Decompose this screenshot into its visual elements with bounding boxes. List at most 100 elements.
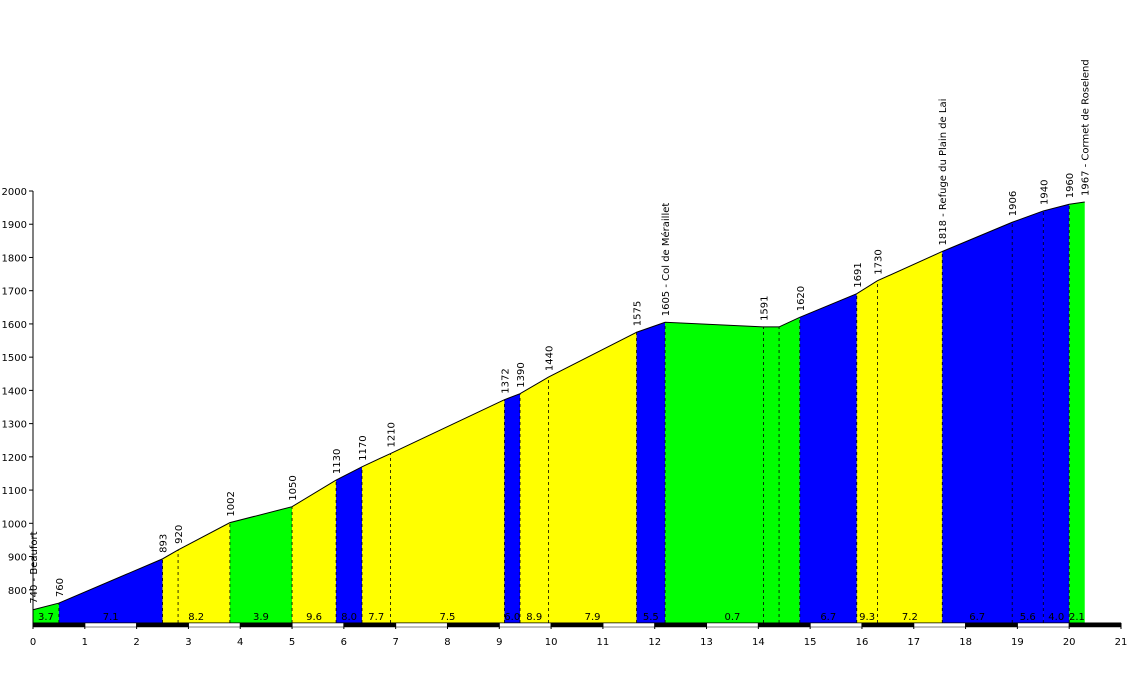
km-bar-5 xyxy=(291,622,345,628)
segment-fill-1 xyxy=(58,558,163,623)
km-bar-18 xyxy=(965,622,1018,628)
y-tick-label: 1700 xyxy=(2,287,27,298)
km-bar-19 xyxy=(1017,622,1070,628)
km-bar-16 xyxy=(861,622,915,628)
segment-fill-11 xyxy=(636,322,666,623)
gradient-label-19: 2.1 xyxy=(1069,612,1085,623)
y-tick-label: 1200 xyxy=(2,453,27,464)
segment-fill-3 xyxy=(229,506,293,623)
y-tick-label: 1000 xyxy=(2,519,27,530)
km-bar-11 xyxy=(602,622,655,628)
point-label-5: 1050 xyxy=(288,475,299,500)
km-bar-14 xyxy=(758,622,811,628)
km-bar-1 xyxy=(84,622,137,628)
x-tick-label: 0 xyxy=(30,637,36,648)
gradient-label-12: 0.7 xyxy=(724,612,740,623)
x-tick-label: 10 xyxy=(545,637,558,648)
segment-fill-13 xyxy=(799,293,857,623)
point-label-21: 1940 xyxy=(1039,179,1050,204)
point-label-19: 1818 - Refuge du Plain de Lai xyxy=(938,99,949,246)
km-bar-2 xyxy=(136,622,189,628)
km-bar-3 xyxy=(188,622,241,628)
point-label-3: 920 xyxy=(174,525,185,544)
x-tick-label: 6 xyxy=(341,637,347,648)
km-bar-13 xyxy=(706,622,759,628)
point-labels: 740 - Beaufort 760 893 920 1002 1050 1130 1170 1… xyxy=(29,59,1092,603)
km-bar-8 xyxy=(447,622,500,628)
point-label-10: 1390 xyxy=(516,362,527,387)
gradient-label-3: 3.9 xyxy=(253,612,269,623)
point-label-12: 1575 xyxy=(633,301,644,326)
segment-fill-4 xyxy=(292,480,337,623)
point-label-22: 1960 xyxy=(1065,173,1076,198)
gradient-label-4: 9.6 xyxy=(306,612,322,623)
x-tick-label: 12 xyxy=(648,637,661,648)
point-label-20: 1906 xyxy=(1008,191,1019,216)
point-label-7: 1170 xyxy=(358,435,369,460)
point-label-11: 1440 xyxy=(545,346,556,371)
profile-line xyxy=(32,201,1085,611)
x-tick-label: 9 xyxy=(496,637,502,648)
gradient-label-6: 7.7 xyxy=(368,612,384,623)
y-tick-label: 1300 xyxy=(2,420,27,431)
segment-fills xyxy=(33,201,1085,624)
km-bar-20 xyxy=(1068,622,1122,628)
point-label-14: 1591 xyxy=(760,295,771,320)
km-bar-9 xyxy=(499,622,552,628)
km-bar-4 xyxy=(239,622,293,628)
point-label-8: 1210 xyxy=(386,422,397,447)
gradient-label-7: 7.5 xyxy=(440,612,456,623)
point-label-9: 1372 xyxy=(500,368,511,393)
y-tick-label: 900 xyxy=(8,553,27,564)
km-bar-10 xyxy=(550,622,604,628)
gradient-label-9: 8.9 xyxy=(526,612,542,623)
point-label-23: 1967 - Cormet de Roselend xyxy=(1081,59,1092,196)
point-label-13: 1605 - Col de Méraillet xyxy=(660,203,672,317)
gradient-label-0: 3.7 xyxy=(38,612,54,623)
segment-fill-8 xyxy=(504,393,521,623)
segment-fill-7 xyxy=(390,399,505,623)
x-tick-label: 2 xyxy=(133,637,139,648)
y-tick-label: 1100 xyxy=(2,486,27,497)
km-bar-7 xyxy=(395,622,448,628)
segment-fill-18 xyxy=(1043,204,1070,624)
y-tick-label: 800 xyxy=(8,586,27,597)
km-bar-6 xyxy=(343,622,396,628)
segment-fill-10 xyxy=(548,332,637,623)
x-tick-label: 14 xyxy=(752,637,765,648)
x-tick-label: 18 xyxy=(959,637,972,648)
gradient-label-2: 8.2 xyxy=(188,612,204,623)
segment-fill-17 xyxy=(1012,210,1044,623)
gradient-label-5: 8.0 xyxy=(341,612,357,623)
axes: 0 1 2 3 4 5 6 7 8 9 10 11 12 13 14 15 16 17 18 19 20 21800900… xyxy=(2,187,1128,648)
x-tick-label: 3 xyxy=(185,637,191,648)
point-label-4: 1002 xyxy=(226,491,237,516)
x-tick-label: 15 xyxy=(804,637,817,648)
segment-fill-0 xyxy=(33,603,59,623)
x-tick-label: 13 xyxy=(700,637,713,648)
x-tick-label: 17 xyxy=(907,637,920,648)
segment-fill-15 xyxy=(877,251,943,624)
gradient-label-13: 6.7 xyxy=(820,612,836,623)
gradient-label-14: 9.3 xyxy=(859,612,875,623)
gradient-label-15: 7.2 xyxy=(902,612,918,623)
gradient-label-11: 5.5 xyxy=(643,612,659,623)
km-bar-15 xyxy=(809,622,863,628)
y-tick-label: 1400 xyxy=(2,386,27,397)
km-bar-12 xyxy=(654,622,707,628)
point-label-1: 760 xyxy=(55,578,66,597)
point-label-18: 1730 xyxy=(873,249,884,274)
segment-fill-5 xyxy=(336,466,362,623)
y-tick-label: 1500 xyxy=(2,353,27,364)
x-tick-label: 7 xyxy=(392,637,398,648)
segment-fill-12 xyxy=(665,317,800,623)
x-tick-label: 11 xyxy=(597,637,610,648)
segment-dividers xyxy=(58,204,1070,623)
x-tick-label: 1 xyxy=(82,637,88,648)
point-label-17: 1691 xyxy=(853,262,864,287)
point-label-0: 740 - Beaufort xyxy=(29,531,40,603)
x-tick-label: 19 xyxy=(1011,637,1024,648)
x-tick-label: 16 xyxy=(856,637,869,648)
x-tick-label: 8 xyxy=(444,637,450,648)
